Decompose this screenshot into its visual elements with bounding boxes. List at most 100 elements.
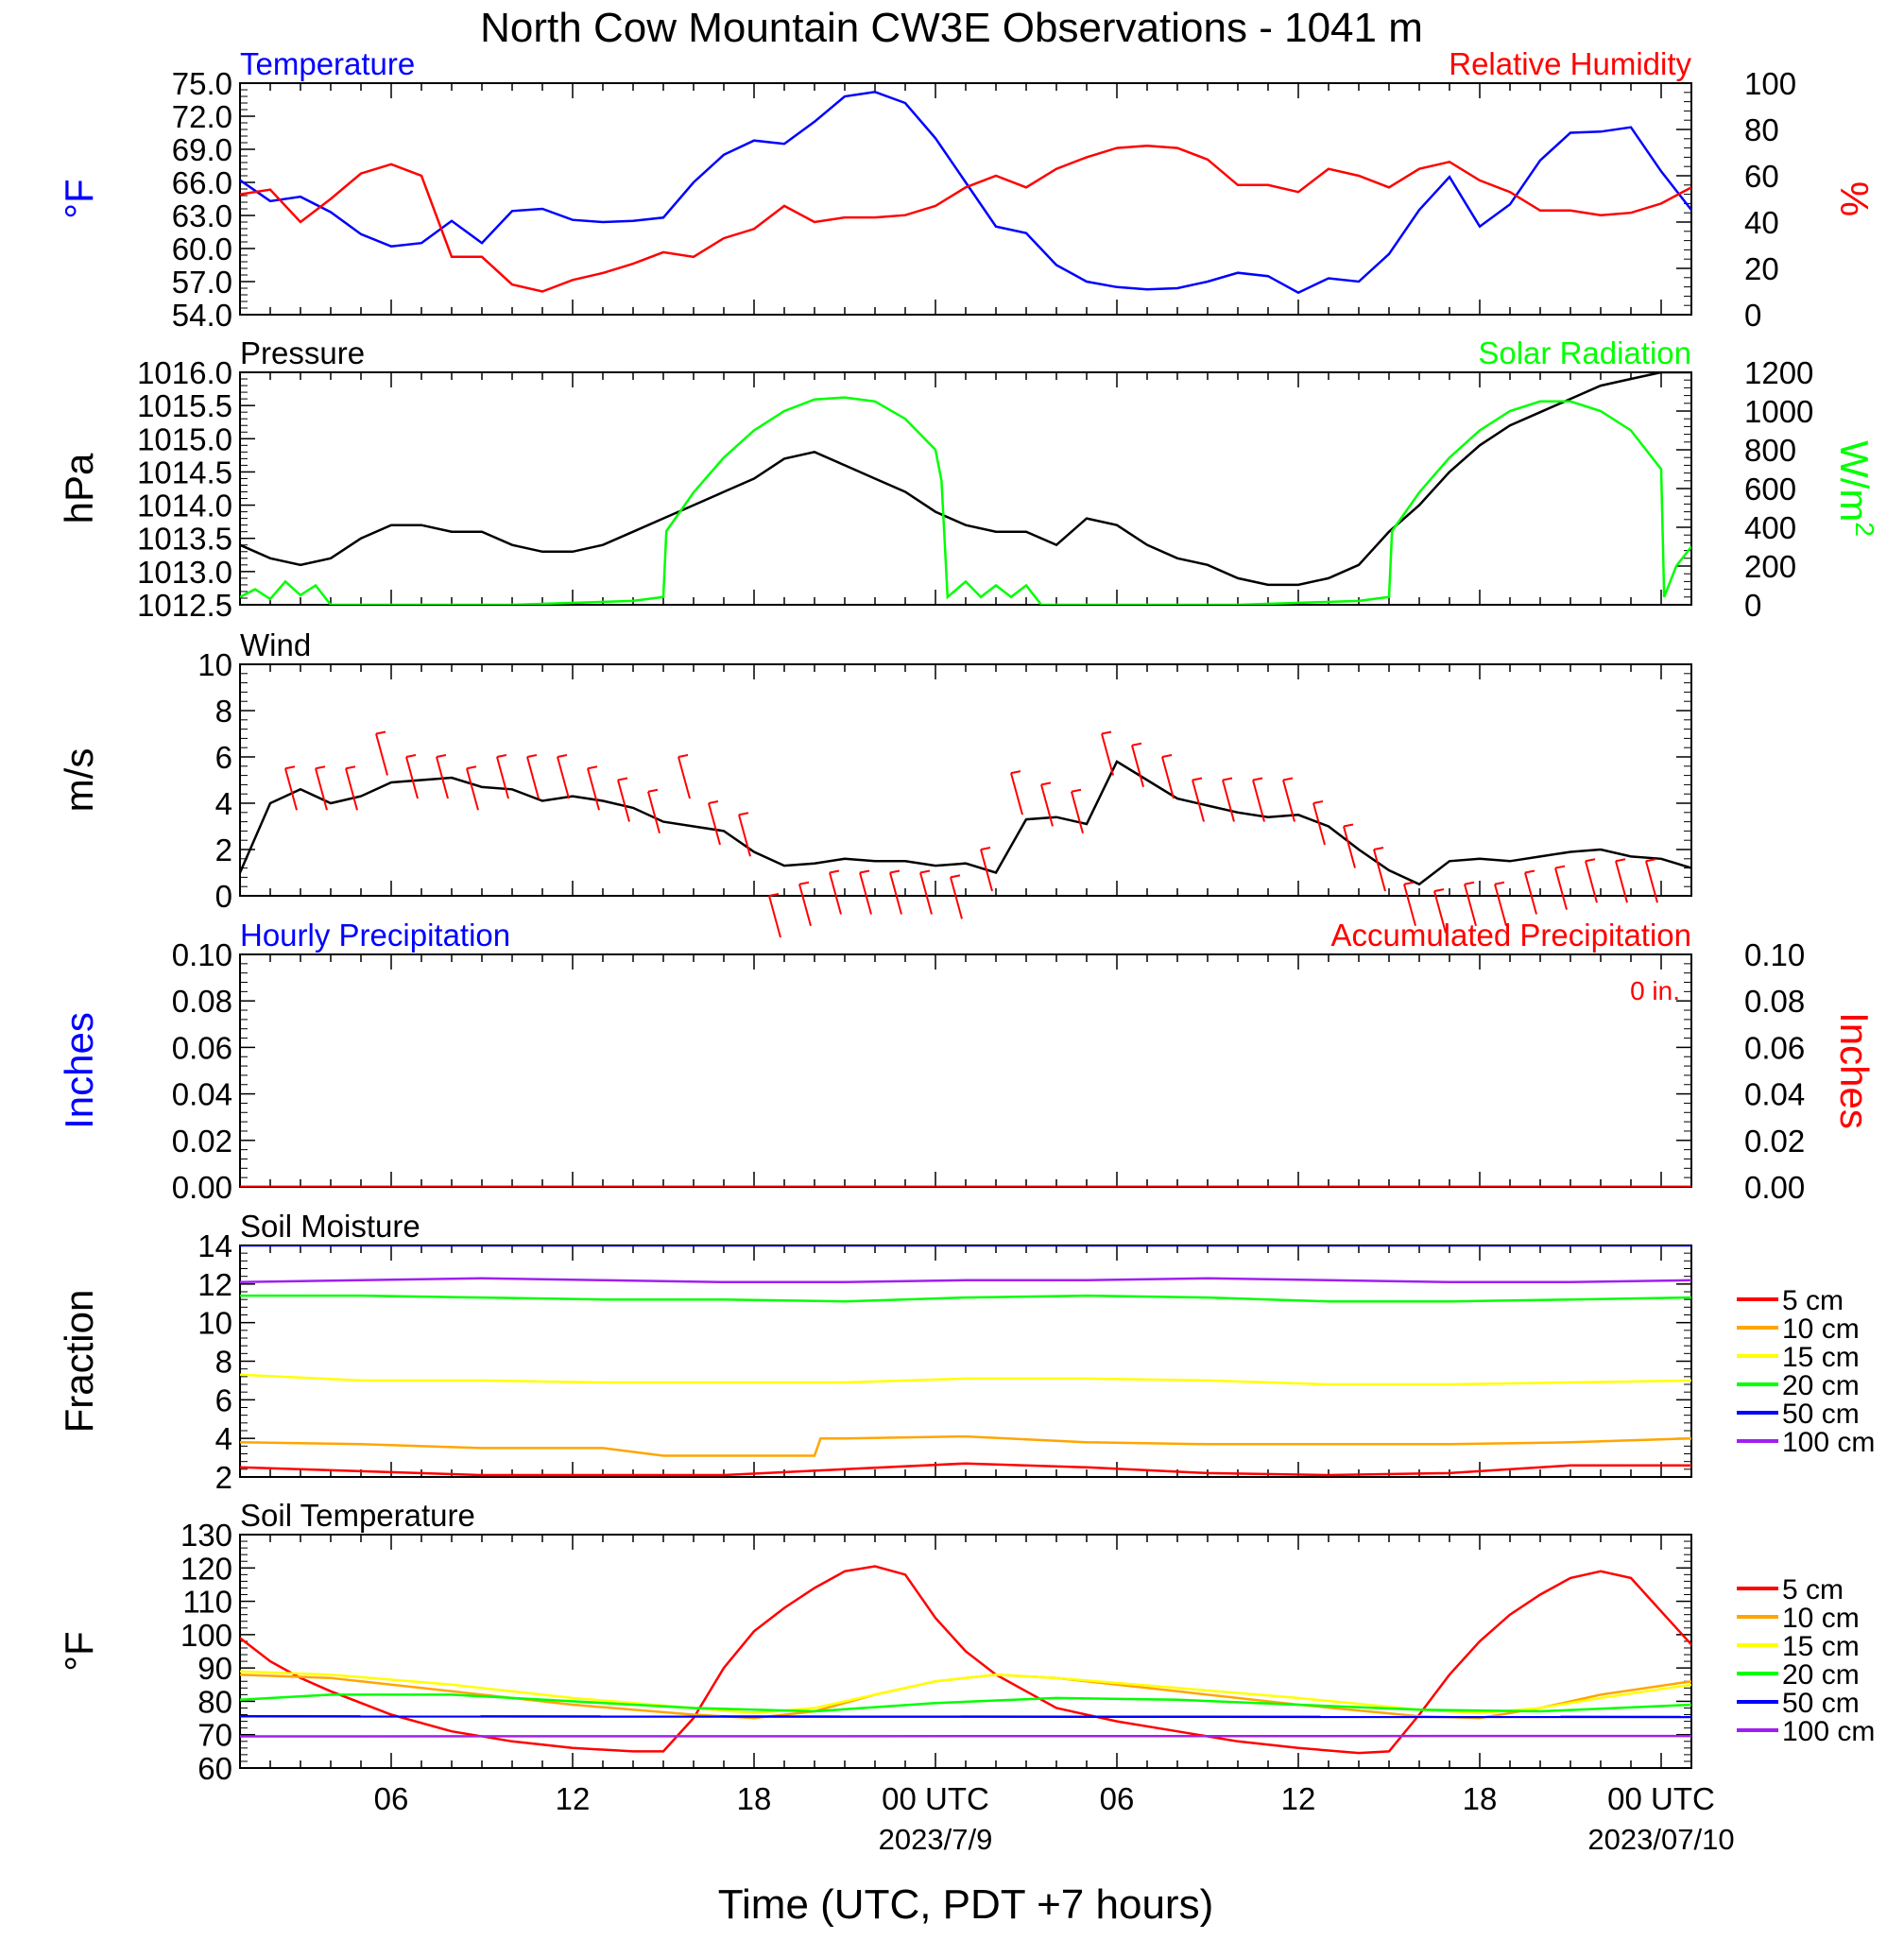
- wind-barb-flag: [1343, 823, 1354, 828]
- wind-barb-flag: [768, 893, 780, 897]
- wind-barb-shaft: [375, 733, 388, 776]
- wind-barb-shaft: [1101, 733, 1114, 776]
- left-axis-label: Inches: [57, 1012, 101, 1129]
- series-line-10-cm: [240, 1434, 1691, 1457]
- wind-barb: [1282, 777, 1295, 822]
- legend-label: 20 cm: [1782, 1659, 1860, 1691]
- wind-barb: [587, 765, 600, 811]
- wind-barb-shaft: [708, 802, 721, 846]
- y-tick-label: 2: [215, 1460, 232, 1495]
- x-date-label: 2023/07/10: [1587, 1823, 1734, 1856]
- wind-barb: [1040, 781, 1054, 827]
- legend-label: 15 cm: [1782, 1631, 1860, 1662]
- wind-barb: [1343, 823, 1356, 868]
- wind-barb: [436, 754, 449, 799]
- wind-barb-flag: [829, 869, 840, 874]
- wind-barb-flag: [1040, 781, 1052, 786]
- y-tick-label: 70: [197, 1718, 232, 1753]
- wind-barb-shaft: [647, 791, 660, 834]
- wind-barb: [1010, 770, 1023, 815]
- x-date-label: 2023/7/9: [879, 1823, 993, 1856]
- y-tick-label: 8: [215, 694, 232, 729]
- x-tick-label: 12: [1281, 1781, 1316, 1816]
- wind-barb-flag: [1010, 770, 1021, 775]
- wind-barb: [315, 765, 328, 811]
- y-tick-label: 1015.5: [137, 388, 232, 423]
- wind-barb-shaft: [405, 756, 419, 799]
- wind-barb: [708, 800, 721, 846]
- wind-barb-shaft: [1585, 860, 1598, 903]
- wind-barb-flag: [1252, 777, 1263, 781]
- wind-barb: [1403, 881, 1416, 927]
- right-tick-label: 0.02: [1744, 1124, 1805, 1159]
- right-tick-label: 400: [1744, 510, 1796, 545]
- wind-barb-flag: [1373, 847, 1384, 850]
- wind-barb-flag: [1494, 881, 1505, 885]
- wind-barb-flag: [708, 800, 719, 804]
- y-tick-label: 1016.0: [137, 355, 232, 390]
- x-tick-label: 00 UTC: [882, 1781, 989, 1816]
- wind-barb-flag: [1131, 742, 1142, 747]
- y-tick-label: 1015.0: [137, 421, 232, 456]
- wind-barb: [375, 730, 388, 776]
- y-tick-label: 12: [197, 1267, 232, 1302]
- wind-barb: [768, 893, 781, 938]
- wind-barb: [1222, 777, 1235, 822]
- wind-barb-flag: [284, 765, 296, 770]
- right-axis-label: %: [1832, 181, 1877, 216]
- wind-barb-flag: [315, 765, 326, 770]
- wind-barb: [405, 754, 419, 799]
- wind-barb: [526, 754, 540, 799]
- panel-title-right: Solar Radiation: [1478, 335, 1691, 370]
- wind-barb-flag: [466, 765, 477, 770]
- wind-barb-flag: [1615, 858, 1626, 863]
- wind-barb-shaft: [436, 756, 449, 799]
- wind-barb-flag: [678, 754, 689, 758]
- wind-barb-shaft: [1161, 756, 1175, 799]
- y-tick-label: 1014.5: [137, 455, 232, 489]
- y-tick-label: 8: [215, 1345, 232, 1380]
- y-tick-label: 100: [180, 1618, 232, 1653]
- right-axis-label: Inches: [1832, 1012, 1877, 1129]
- series-line-100-cm: [240, 1277, 1691, 1284]
- wind-barb: [557, 754, 570, 799]
- wind-barb: [1585, 858, 1598, 903]
- wind-barb-shaft: [919, 872, 933, 915]
- x-axis-label: Time (UTC, PDT +7 hours): [718, 1881, 1213, 1928]
- wind-barb-shaft: [1464, 884, 1477, 927]
- series-line-15-cm: [240, 1670, 1691, 1715]
- y-tick-label: 0.08: [172, 984, 232, 1019]
- panel-frame: [239, 953, 1692, 1188]
- y-tick-label: 80: [197, 1684, 232, 1719]
- x-tick-label: 18: [737, 1781, 772, 1816]
- wind-barb-flag: [345, 765, 356, 770]
- y-tick-label: 14: [197, 1228, 232, 1263]
- right-tick-label: 0.10: [1744, 937, 1805, 972]
- x-tick-label: 18: [1463, 1781, 1498, 1816]
- wind-barb-flag: [1161, 754, 1173, 758]
- panel-temp_rh: 75.072.069.066.063.060.057.054.0 100 80 60 4…: [57, 46, 1877, 333]
- panel-title-left: Pressure: [240, 335, 365, 370]
- y-tick-label: 10: [197, 647, 232, 682]
- wind-barb-flag: [1071, 788, 1082, 793]
- wind-barb-shaft: [1615, 860, 1628, 903]
- wind-barb-flag: [1312, 800, 1324, 804]
- wind-barb: [284, 765, 298, 811]
- wind-barb-shaft: [526, 756, 540, 799]
- wind-barb-flag: [1282, 777, 1294, 781]
- y-tick-label: 0.10: [172, 937, 232, 972]
- wind-barb-flag: [1554, 865, 1566, 869]
- y-tick-label: 0.04: [172, 1077, 232, 1112]
- wind-barb: [1524, 869, 1537, 915]
- y-tick-label: 75.0: [172, 66, 232, 101]
- y-tick-label: 69.0: [172, 132, 232, 167]
- wind-barb-flag: [496, 754, 507, 758]
- wind-barb-flag: [1192, 777, 1203, 781]
- left-axis-label: m/s: [57, 748, 101, 813]
- wind-barb: [1494, 881, 1507, 927]
- right-tick-label: 1000: [1744, 394, 1813, 429]
- series-line-relative-humidity: [240, 144, 1691, 293]
- wind-barb-shaft: [1524, 872, 1537, 915]
- panel-title-left: Temperature: [240, 46, 415, 81]
